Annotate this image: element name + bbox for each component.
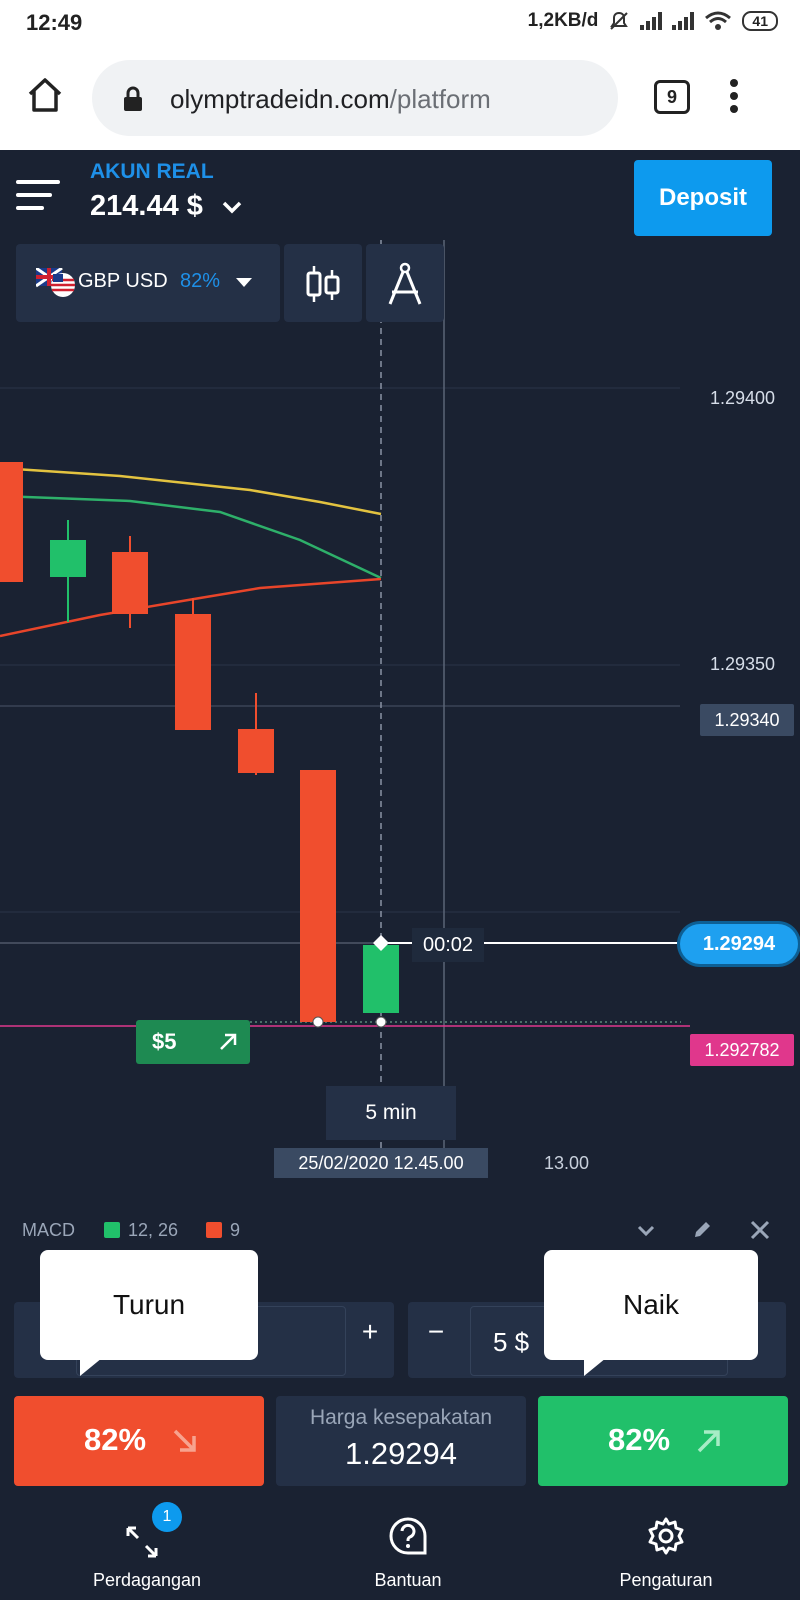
crosshair-time-tag: 25/02/2020 12.45.00 xyxy=(274,1148,488,1178)
buy-up-button[interactable]: 82% xyxy=(538,1396,788,1486)
price-marker xyxy=(373,935,389,951)
mute-icon xyxy=(610,11,629,30)
status-bar: 12:49 1,2KB/d 41 xyxy=(0,0,800,46)
arrow-up-right-icon xyxy=(220,1033,237,1050)
home-icon[interactable] xyxy=(26,76,64,114)
asset-payout: 82% xyxy=(180,270,221,292)
candle xyxy=(238,729,274,773)
compass-icon xyxy=(388,262,422,305)
entry-price-tag: 1.292782 xyxy=(690,1034,794,1066)
nav-settings[interactable]: Pengaturan xyxy=(606,1500,726,1600)
arrow-down-right-icon xyxy=(173,1429,196,1452)
tooltip-pointer xyxy=(584,1358,606,1376)
chart-type-button[interactable] xyxy=(284,244,362,322)
price-axis-label: 1.29400 xyxy=(710,388,776,408)
browser-toolbar: olymptradeidn.com/platform 9 xyxy=(0,46,800,150)
status-time: 12:49 xyxy=(26,10,83,35)
agreement-label: Harga kesepakatan xyxy=(309,1406,493,1429)
sell-down-button[interactable]: 82% xyxy=(14,1396,264,1486)
chevron-down-icon xyxy=(222,202,242,214)
url-bar[interactable]: olymptradeidn.com/platform xyxy=(92,60,618,136)
collapse-chevron-icon[interactable] xyxy=(636,1224,656,1238)
signal-icon xyxy=(640,12,663,30)
candlestick-icon xyxy=(306,266,340,302)
edit-pencil-icon[interactable] xyxy=(692,1220,712,1240)
account-balance[interactable]: 214.44 $ xyxy=(90,190,243,223)
network-speed: 1,2KB/d xyxy=(527,10,599,31)
nav-help-label: Bantuan xyxy=(374,1570,442,1590)
countdown-timer: 00:02 xyxy=(412,928,484,962)
gear-icon xyxy=(648,1517,684,1555)
time-plus-button[interactable]: + xyxy=(361,1316,379,1347)
account-type: AKUN REAL xyxy=(90,160,214,183)
candle xyxy=(0,462,23,582)
up-payout: 82% xyxy=(608,1422,671,1457)
drawing-tools-button[interactable] xyxy=(366,244,444,322)
wifi-icon xyxy=(705,11,732,30)
hamburger-menu-icon[interactable] xyxy=(16,180,60,219)
candles xyxy=(0,462,399,1028)
nav-settings-label: Pengaturan xyxy=(619,1570,713,1590)
indicator-name: MACD xyxy=(22,1220,75,1240)
tooltip-down: Turun xyxy=(40,1250,258,1360)
open-trade-badge[interactable]: $5 xyxy=(136,1020,250,1064)
help-icon xyxy=(389,1517,427,1555)
expand-arrows-icon xyxy=(126,1526,158,1558)
bottom-nav: 1 Perdagangan Bantuan Pengaturan xyxy=(0,1500,800,1600)
signal-icon-2 xyxy=(672,12,695,30)
macd-fast-legend xyxy=(104,1222,120,1238)
agreement-price-panel: Harga kesepakatan 1.29294 xyxy=(276,1396,526,1486)
ma-green-line xyxy=(0,494,382,580)
amount-value: 5 $ xyxy=(493,1327,530,1357)
nav-trade-label: Perdagangan xyxy=(92,1570,202,1590)
time-axis-label: 13.00 xyxy=(544,1153,590,1173)
ma-yellow-line xyxy=(0,466,382,516)
deposit-button[interactable]: Deposit xyxy=(634,160,772,236)
agreement-price: 1.29294 xyxy=(344,1436,458,1471)
macd-signal-label: 9 xyxy=(230,1220,241,1240)
candle-point xyxy=(375,1016,387,1028)
candle xyxy=(363,945,399,1013)
price-axis-label: 1.29350 xyxy=(710,654,776,674)
tooltip-pointer xyxy=(80,1358,102,1376)
nav-trade[interactable]: 1 Perdagangan xyxy=(82,1500,212,1600)
crosshair-price-tag: 1.29340 xyxy=(700,704,794,736)
candle-point xyxy=(312,1016,324,1028)
battery-icon: 41 xyxy=(742,11,778,31)
macd-signal-legend xyxy=(206,1222,222,1238)
price-chart[interactable] xyxy=(0,240,800,1195)
asset-name: GBP USD xyxy=(78,270,168,292)
amount-minus-button[interactable]: − xyxy=(427,1316,445,1347)
tab-count-button[interactable]: 9 xyxy=(654,80,690,114)
caret-down-icon xyxy=(236,278,252,287)
candle xyxy=(300,770,336,1022)
ma-red-line xyxy=(0,577,382,638)
candle xyxy=(175,614,211,730)
timeframe-selector[interactable]: 5 min xyxy=(326,1086,456,1140)
close-icon[interactable] xyxy=(750,1220,770,1240)
trade-count-badge: 1 xyxy=(152,1502,182,1532)
candle xyxy=(112,552,148,614)
status-icons: 1,2KB/d 41 xyxy=(528,10,778,32)
tooltip-up: Naik xyxy=(544,1250,758,1360)
macd-fast-label: 12, 26 xyxy=(128,1220,179,1240)
lock-icon xyxy=(124,86,142,111)
down-payout: 82% xyxy=(84,1422,147,1457)
url-text: olymptradeidn.com/platform xyxy=(170,84,491,114)
trade-amount: $5 xyxy=(152,1029,177,1054)
app-header: AKUN REAL 214.44 $ Deposit xyxy=(0,150,800,240)
asset-selector[interactable]: GBP USD 82% xyxy=(16,244,280,322)
arrow-up-right-icon xyxy=(697,1430,720,1453)
candle xyxy=(50,540,86,577)
nav-help[interactable]: Bantuan xyxy=(358,1500,458,1600)
current-price-tag: 1.29294 xyxy=(680,924,798,964)
gbp-usd-flag-icon xyxy=(36,268,75,297)
more-menu-icon[interactable] xyxy=(728,78,740,114)
